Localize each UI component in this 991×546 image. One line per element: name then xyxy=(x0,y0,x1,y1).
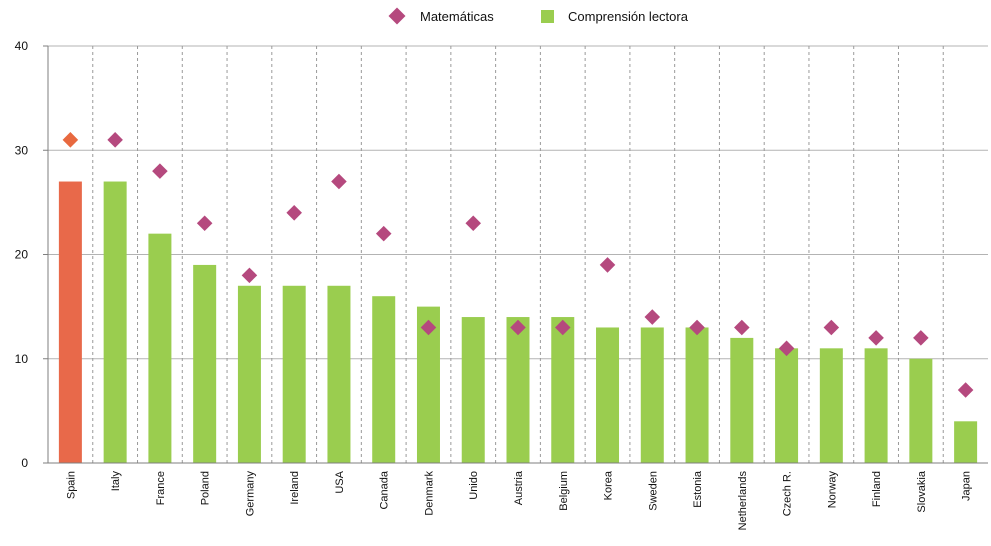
y-tick-label: 0 xyxy=(21,456,28,470)
marker-spain xyxy=(62,132,79,148)
bar-ireland xyxy=(282,285,306,463)
category-label-norway: Norway xyxy=(826,471,838,509)
category-label-korea: Korea xyxy=(603,470,615,500)
marker-japan xyxy=(957,382,974,398)
category-label-usa: USA xyxy=(334,470,346,493)
category-label-belgium: Belgium xyxy=(558,471,570,511)
axis-layer: 0 10 20 30 40 Spain Italy France Poland Germany Ir… xyxy=(15,39,988,530)
bar-spain xyxy=(58,181,82,463)
bar-netherlands xyxy=(730,337,754,463)
marker-ireland xyxy=(286,205,302,221)
marker-germany xyxy=(241,267,258,284)
marker-slovakia xyxy=(913,330,929,346)
bar-finland xyxy=(864,348,888,463)
bar-usa xyxy=(327,285,351,463)
category-label-germany: Germany xyxy=(244,471,256,517)
marker-poland xyxy=(196,215,213,232)
category-label-spain: Spain xyxy=(65,471,77,499)
bar-slovakia xyxy=(909,358,933,463)
bar-sweden xyxy=(640,327,664,463)
marker-korea xyxy=(599,257,616,273)
legend: Matemáticas Comprensión lectora xyxy=(388,7,689,25)
category-label-finland: Finland xyxy=(871,471,883,507)
category-label-austria: Austria xyxy=(513,470,525,505)
bar-czech-r xyxy=(775,348,799,463)
bar-austria xyxy=(506,317,530,463)
marker-unido xyxy=(465,215,482,232)
category-label-poland: Poland xyxy=(200,471,212,505)
marker-usa xyxy=(331,173,347,190)
category-label-france: France xyxy=(155,471,167,505)
bar-italy xyxy=(103,181,127,463)
category-label-sweden: Sweden xyxy=(647,471,659,511)
marker-italy xyxy=(107,132,123,148)
marker-france xyxy=(152,163,168,179)
legend-marker-matematicas xyxy=(388,7,406,25)
y-tick-label: 20 xyxy=(15,248,29,262)
legend-marker-comprension xyxy=(541,10,554,23)
bar-estonia xyxy=(685,327,709,463)
category-label-netherlands: Netherlands xyxy=(737,471,749,531)
y-tick-label: 30 xyxy=(15,143,29,157)
bar-japan xyxy=(954,421,978,463)
bar-belgium xyxy=(551,317,575,463)
bar-denmark xyxy=(416,306,440,463)
bar-germany xyxy=(237,285,261,463)
category-label-italy: Italy xyxy=(110,471,122,492)
bar-norway xyxy=(819,348,843,463)
category-label-estonia: Estonia xyxy=(692,470,704,508)
legend-label-comprension: Comprensión lectora xyxy=(568,9,689,24)
category-label-ireland: Ireland xyxy=(289,471,301,505)
bar-unido xyxy=(461,317,485,463)
bar-layer xyxy=(58,181,978,463)
bar-france xyxy=(148,233,172,463)
marker-netherlands xyxy=(734,319,750,336)
category-label-slovakia: Slovakia xyxy=(916,470,928,512)
marker-norway xyxy=(823,319,840,336)
y-tick-label: 40 xyxy=(15,39,29,53)
legend-label-matematicas: Matemáticas xyxy=(420,9,494,24)
category-label-czech-r: Czech R. xyxy=(782,471,794,516)
category-label-denmark: Denmark xyxy=(423,471,435,516)
marker-finland xyxy=(868,330,884,346)
y-tick-label: 10 xyxy=(15,352,29,366)
marker-canada xyxy=(375,225,392,242)
bar-poland xyxy=(193,264,217,463)
marker-sweden xyxy=(644,309,661,325)
category-label-japan: Japan xyxy=(961,471,973,501)
bar-korea xyxy=(596,327,620,463)
bar-canada xyxy=(372,296,396,463)
category-label-canada: Canada xyxy=(379,470,391,509)
category-label-unido: Unido xyxy=(468,471,480,500)
